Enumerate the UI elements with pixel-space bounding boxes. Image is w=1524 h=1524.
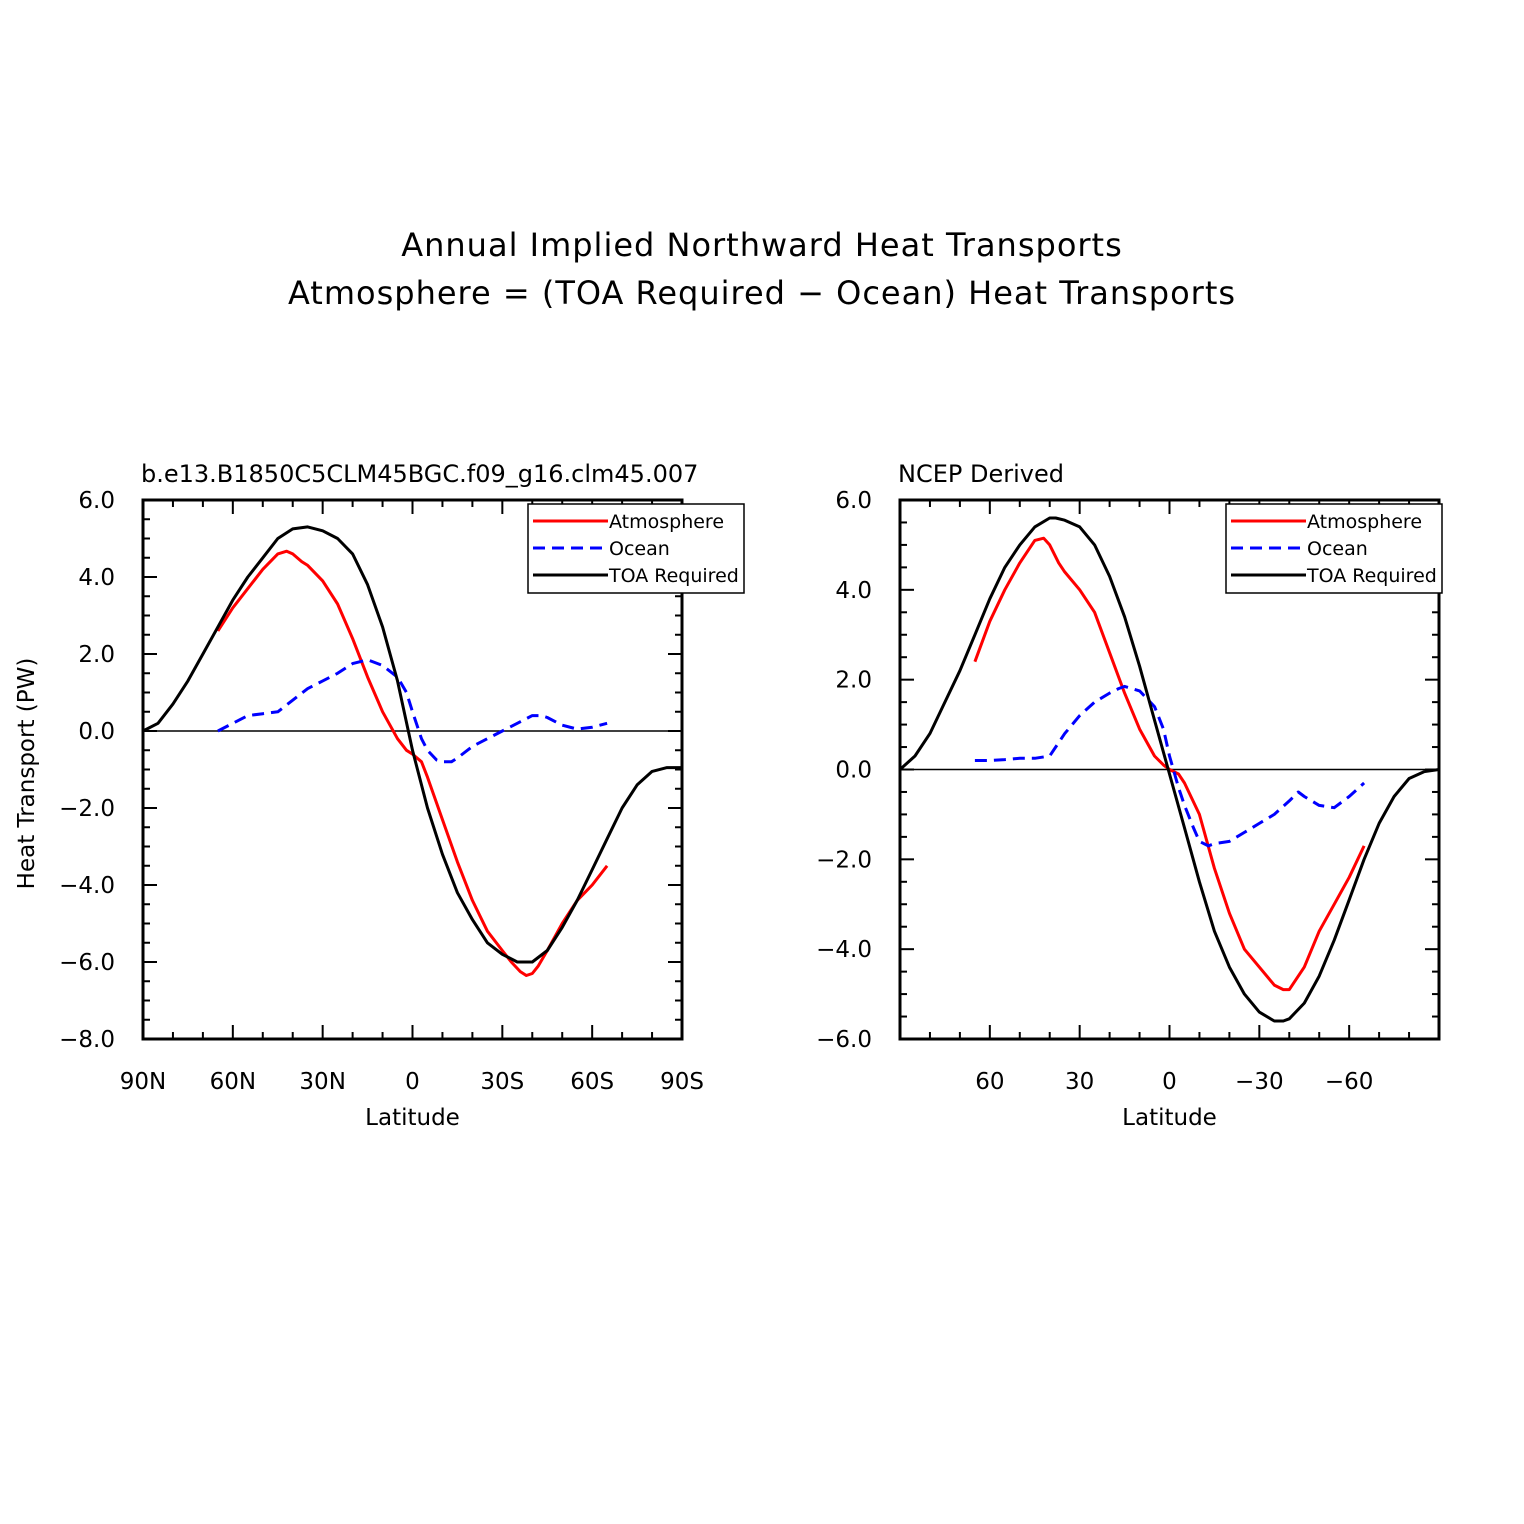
x-tick-label: 60 <box>975 1069 1004 1095</box>
x-tick-label: 0 <box>405 1069 420 1095</box>
legend-label: Ocean <box>1307 538 1368 560</box>
y-tick-label: 0.0 <box>78 719 115 745</box>
right-panel: NCEP Derived 6.0 4.0 2.0 0.0 −2.0 −4.0 −6.0 60 30… <box>816 460 1443 1131</box>
x-tick-label: 90S <box>660 1069 704 1095</box>
legend-label: Atmosphere <box>609 511 724 533</box>
series-line-toa-required <box>898 516 1440 1023</box>
y-tick-label: 6.0 <box>78 488 115 514</box>
y-tick-label: 4.0 <box>78 565 115 591</box>
x-tick-label: 90N <box>120 1069 166 1095</box>
x-tick-label: 60S <box>570 1069 614 1095</box>
series-line-atmosphere <box>216 549 609 977</box>
series-line-ocean <box>974 684 1366 848</box>
panel-title: b.e13.B1850C5CLM45BGC.f09_g16.clm45.007 <box>141 460 698 488</box>
legend-label: Ocean <box>609 538 670 560</box>
y-tick-label: 2.0 <box>835 668 872 694</box>
panel-title: NCEP Derived <box>898 460 1064 488</box>
y-tick-label: 0.0 <box>835 758 872 784</box>
x-tick-label: −60 <box>1325 1069 1374 1095</box>
left-panel: b.e13.B1850C5CLM45BGC.f09_g16.clm45.007 6… <box>14 460 745 1131</box>
series-line-ocean <box>217 658 608 764</box>
series-line-toa-required <box>142 525 682 964</box>
legend-label: Atmosphere <box>1307 511 1422 533</box>
x-tick-label: 30S <box>480 1069 524 1095</box>
y-tick-label: 2.0 <box>78 642 115 668</box>
series-line-atmosphere <box>973 536 1366 992</box>
y-tick-label: −6.0 <box>816 1027 872 1053</box>
x-tick-label: 30N <box>299 1069 345 1095</box>
x-tick-label: 30 <box>1065 1069 1094 1095</box>
legend-label: TOA Required <box>608 565 739 587</box>
x-tick-label: 0 <box>1162 1069 1177 1095</box>
x-axis-label: Latitude <box>365 1105 460 1131</box>
x-tick-label: 60N <box>210 1069 256 1095</box>
y-axis-label: Heat Transport (PW) <box>14 658 40 890</box>
figure-title: Annual Implied Northward Heat Transports <box>401 226 1123 264</box>
y-tick-label: −2.0 <box>59 796 115 822</box>
y-tick-label: −4.0 <box>59 873 115 899</box>
y-tick-label: −2.0 <box>816 847 872 873</box>
y-tick-label: 4.0 <box>835 578 872 604</box>
x-tick-label: −30 <box>1235 1069 1284 1095</box>
y-tick-label: −8.0 <box>59 1027 115 1053</box>
y-tick-label: −6.0 <box>59 950 115 976</box>
x-axis-label: Latitude <box>1122 1105 1217 1131</box>
y-tick-label: −4.0 <box>816 937 872 963</box>
y-tick-label: 6.0 <box>835 488 872 514</box>
legend-label: TOA Required <box>1306 565 1437 587</box>
figure-subtitle: Atmosphere = (TOA Required − Ocean) Heat… <box>288 274 1236 312</box>
